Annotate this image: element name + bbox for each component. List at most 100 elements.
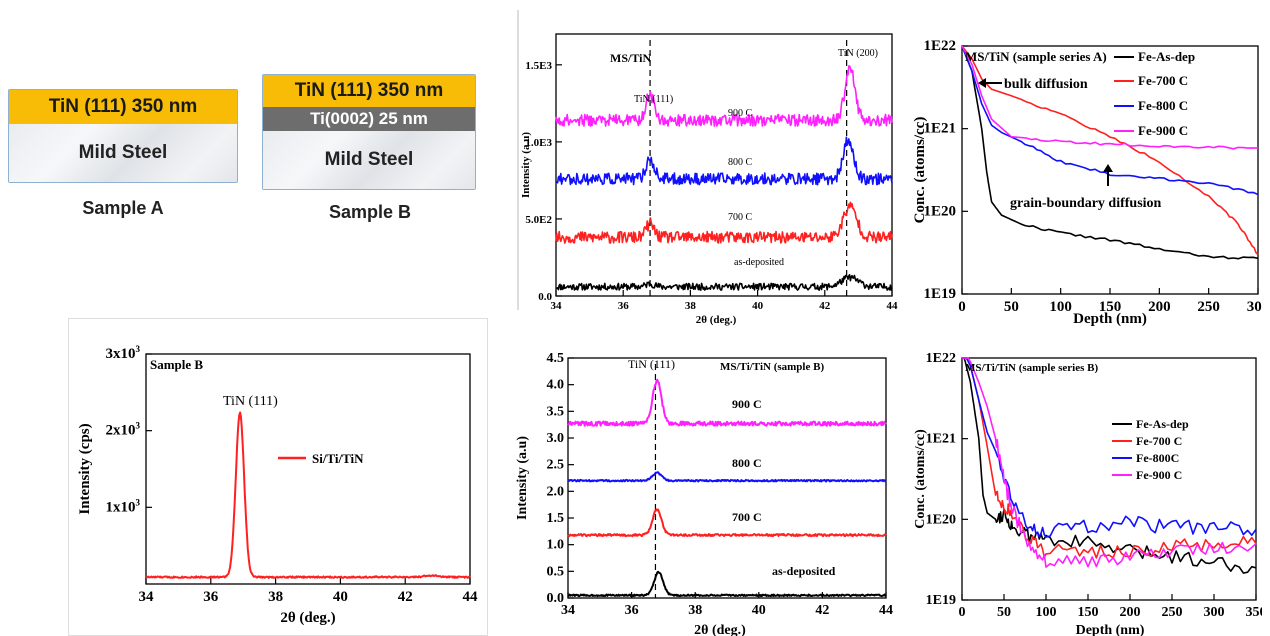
sims-series-a-chart: 1E19 1E20 1E21 1E22 0 50 100 150 200 250 300 MS/Ti…	[912, 38, 1262, 327]
y-tick-label: 3.0	[547, 431, 565, 446]
y-tick-label: 1E21	[923, 121, 956, 137]
x-tick-label: 42	[815, 603, 829, 618]
sample-b-substrate: Mild Steel	[263, 131, 475, 189]
x-tick-label: 200	[1120, 605, 1141, 620]
y-axis-label: Intensity (cps)	[77, 423, 93, 514]
y-tick-label: 1E20	[923, 203, 956, 219]
y-tick-label: 2.5	[547, 458, 565, 473]
x-tick-label: 44	[879, 603, 893, 618]
x-tick-label: 40	[333, 589, 348, 605]
x-tick-label: 250	[1197, 299, 1220, 315]
bulk-diffusion-label: bulk diffusion	[1004, 77, 1088, 92]
y-tick-label: 2.0	[547, 484, 565, 499]
chart-title: MS/TiN	[610, 51, 651, 65]
x-tick-label: 40	[752, 300, 764, 312]
x-tick-label: 42	[819, 300, 831, 312]
y-tick-label: 3.5	[547, 404, 565, 419]
x-tick-label: 38	[268, 589, 283, 605]
series-fe-700-c	[961, 357, 1257, 559]
sample-b-caption: Sample B	[328, 202, 412, 222]
y-tick-label: 1E21	[926, 432, 956, 447]
legend-800c: Fe-800 C	[1138, 98, 1188, 113]
x-tick-label: 38	[688, 603, 702, 618]
x-axis-label: Depth (nm)	[1073, 311, 1147, 327]
chart-title: MS/TiN (sample series A)	[965, 49, 1107, 64]
peak-label-tin-200: TiN (200)	[838, 48, 878, 59]
peak-label-tin-111: TiN (111)	[634, 94, 673, 105]
series-700-c	[555, 201, 893, 244]
series-fe-800-c	[961, 45, 1259, 196]
y-tick-label: 1E19	[926, 593, 956, 608]
xrd-sample-a-chart: 0.0 5.0E2 1.0E3 1.5E3 34 36 38 40 42 44 MS/TiN Ti…	[517, 10, 899, 326]
grain-boundary-arrow	[1103, 164, 1113, 186]
chart-title: Sample B	[150, 357, 203, 372]
sample-a-stack: TiN (111) 350 nm Mild Steel	[8, 89, 238, 183]
xrd-si-ti-tin-chart: 1x103 2x103 3x103 34 36 38 40 42 44 Sample B TiN…	[68, 318, 488, 636]
chart-title: MS/Ti/TiN (sample B)	[720, 361, 824, 373]
y-tick-label: 1.0	[547, 538, 565, 553]
plot-frame	[567, 357, 887, 599]
y-tick-label: 1E22	[923, 38, 956, 54]
sample-b-ti-layer: Ti(0002) 25 nm	[263, 107, 475, 131]
y-axis-label: Intensity (a.u)	[515, 436, 530, 520]
y-tick-label: 1.0E3	[525, 137, 552, 149]
x-tick-label: 150	[1078, 605, 1099, 620]
y-tick-label: 0.0	[547, 591, 565, 606]
y-tick-label: 0.0	[538, 291, 552, 303]
sample-a-substrate: Mild Steel	[9, 124, 237, 182]
x-tick-label: 50	[1004, 299, 1019, 315]
x-tick-label: 40	[752, 603, 766, 618]
x-tick-label: 50	[997, 605, 1011, 620]
series-900-c	[555, 65, 893, 127]
sample-b-stack: TiN (111) 350 nm Ti(0002) 25 nm Mild Ste…	[262, 74, 476, 190]
y-tick-label: 4.0	[547, 378, 565, 393]
x-axis-label: 2θ (deg.)	[280, 610, 335, 626]
label-700c: 700 C	[728, 212, 753, 223]
grain-boundary-diffusion-label: grain-boundary diffusion	[1010, 196, 1162, 211]
label-as-deposited: as-deposited	[734, 257, 784, 268]
sims-series-b-chart: 1E19 1E20 1E21 1E22 0 50 100 150 200 250 300 350 MS…	[913, 351, 1263, 636]
peak-label-tin-111: TiN (111)	[628, 357, 675, 371]
y-tick-label: 1E19	[923, 286, 956, 302]
y-tick-label: 2x103	[106, 421, 141, 439]
x-tick-label: 34	[561, 603, 575, 618]
x-tick-label: 200	[1148, 299, 1171, 315]
y-tick-label: 4.5	[547, 351, 565, 366]
series-800-c	[555, 136, 893, 186]
legend-900c: Fe-900 C	[1138, 123, 1188, 138]
plot-frame	[145, 353, 471, 585]
y-tick-label: 0.5	[547, 564, 565, 579]
legend-700c: Fe-700 C	[1138, 73, 1188, 88]
x-tick-label: 44	[463, 589, 479, 605]
x-axis-label: 2θ (deg.)	[696, 314, 737, 326]
x-axis-label: 2θ (deg.)	[694, 623, 746, 636]
y-axis-label: Conc. (atoms/cc)	[912, 117, 928, 224]
x-tick-label: 250	[1162, 605, 1183, 620]
x-tick-label: 0	[958, 299, 966, 315]
label-800c: 800 C	[732, 456, 762, 470]
legend: Fe-As-dep Fe-700 C Fe-800C Fe-900 C	[1112, 417, 1189, 482]
legend-as-dep: Fe-As-dep	[1138, 49, 1195, 64]
chart-title: MS/Ti/TiN (sample series B)	[965, 362, 1098, 374]
x-tick-label: 350	[1246, 605, 1263, 620]
series-fe-900-c	[961, 357, 1257, 568]
series-700-c	[567, 508, 887, 538]
label-900c: 900 C	[732, 397, 762, 411]
y-tick-label: 3x103	[106, 344, 141, 362]
legend-800c: Fe-800C	[1136, 451, 1179, 465]
y-tick-label: 1E22	[926, 351, 956, 366]
x-tick-label: 36	[625, 603, 639, 618]
series-fe-as-dep	[961, 357, 1257, 574]
legend-700c: Fe-700 C	[1136, 434, 1182, 448]
legend: Fe-As-dep Fe-700 C Fe-800 C Fe-900 C	[1114, 49, 1195, 138]
legend-900c: Fe-900 C	[1136, 468, 1182, 482]
sample-b-tin-layer: TiN (111) 350 nm	[263, 75, 475, 107]
series-as-deposited	[555, 273, 893, 291]
label-800c: 800 C	[728, 157, 753, 168]
plot-frame	[961, 357, 1257, 601]
series-si-ti-tin	[145, 411, 471, 579]
y-tick-label: 1E20	[926, 512, 956, 527]
xrd-sample-b-chart: 0.0 0.5 1.0 1.5 2.0 2.5 3.0 3.5 4.0 4.5 34 36 38 40 42…	[515, 351, 893, 636]
x-tick-label: 44	[887, 300, 899, 312]
label-900c: 900 C	[728, 108, 753, 119]
